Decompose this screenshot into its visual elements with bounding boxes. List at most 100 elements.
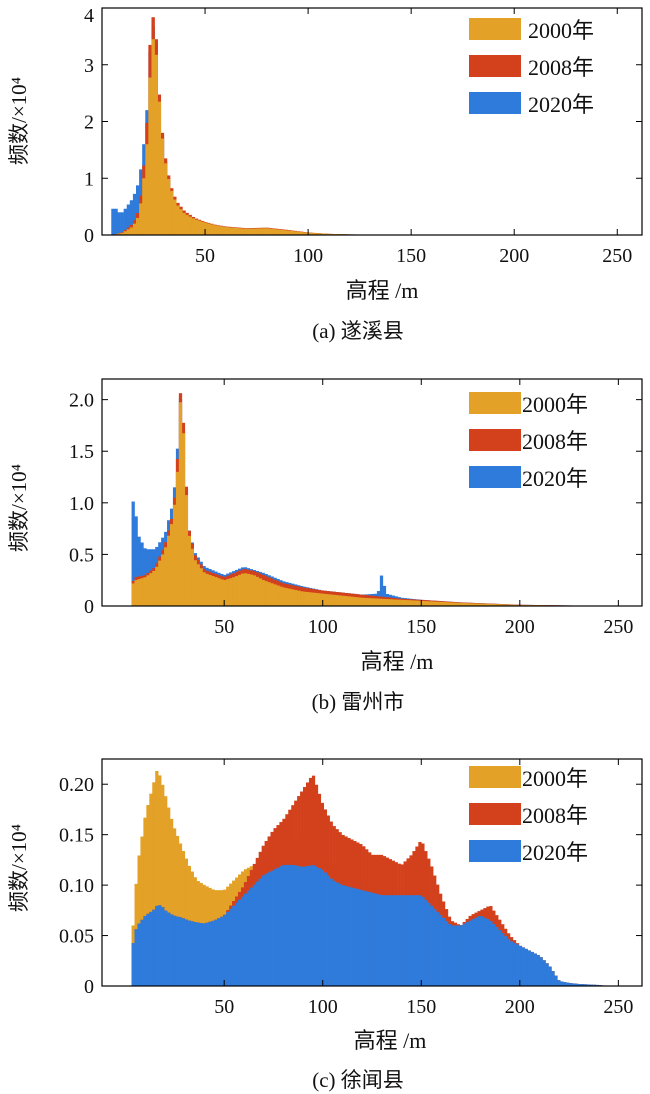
panel-c-bar	[143, 916, 147, 986]
panel-a-bar	[154, 54, 158, 235]
panel-a-bar	[191, 218, 196, 235]
panel-a-legend-swatch	[469, 92, 521, 114]
panel-b-bar	[134, 516, 138, 606]
panel-b-bar	[507, 604, 511, 606]
panel-b-bar	[412, 600, 416, 606]
panel-a-bar	[309, 232, 313, 235]
panel-b-legend: 2000年 2008年 2020年	[469, 392, 588, 491]
panel-c-bar	[486, 919, 490, 986]
panel-a-bar	[312, 233, 316, 235]
panel-b-bar	[338, 595, 342, 606]
panel-a-bar	[284, 230, 288, 235]
panel-c-bar	[258, 878, 262, 986]
panel-a-bar	[136, 185, 140, 235]
panel-c-bar	[362, 890, 366, 986]
panel-b-bar	[323, 593, 327, 606]
panel-a-bar	[182, 212, 186, 235]
panel-b-bar	[459, 602, 463, 606]
panel-b-bar	[504, 604, 508, 606]
panel-b-bar	[243, 573, 248, 606]
panel-a-bar	[268, 228, 273, 235]
panel-c-bar	[509, 941, 514, 986]
panel-b-bar	[199, 568, 203, 606]
panel-b-bar	[403, 599, 407, 606]
panel-c-bar	[232, 905, 236, 986]
panel-a-bar	[231, 227, 236, 235]
panel-c-bar	[243, 893, 248, 986]
panel-c-bar	[450, 925, 455, 986]
panel-b-bar	[252, 575, 257, 606]
panel-c-bar	[235, 902, 239, 986]
panel-c-bar	[394, 895, 398, 986]
panel-c-bar	[226, 911, 230, 986]
panel-c-bar	[175, 835, 180, 986]
panel-a-bar	[166, 178, 171, 235]
panel-a-xtick-label: 250	[602, 245, 632, 267]
panel-c-bar	[223, 914, 227, 986]
panel-c-bar	[433, 908, 437, 986]
panel-b-bar	[184, 495, 189, 606]
panel-a-xtick-label: 150	[396, 245, 426, 267]
panel-c-bar	[586, 984, 591, 986]
panel-b-bar	[193, 560, 197, 606]
panel-b-bar	[329, 594, 333, 606]
panel-a-bar	[120, 212, 124, 235]
panel-a-bar	[315, 233, 319, 235]
panel-c-legend-label: 2020年	[522, 840, 588, 865]
panel-a-x-ticks: 50 100 150 200 250	[195, 8, 632, 267]
panel-b-bar	[229, 578, 233, 606]
panel-b-bar	[486, 603, 490, 606]
panel-c-bar	[512, 942, 517, 986]
panel-c-bar	[285, 864, 289, 986]
panel-b-bar	[391, 599, 395, 606]
panel-c-bar	[368, 892, 372, 986]
panel-c-bar	[158, 905, 162, 986]
panel-a-bar	[151, 39, 155, 236]
panel-b-bar	[498, 604, 502, 606]
panel-b-bar	[146, 575, 150, 606]
panel-b-legend-label: 2000年	[522, 392, 588, 417]
panel-b-bar	[453, 602, 458, 606]
panel-c-bar	[199, 923, 203, 986]
panel-c-bar	[542, 960, 546, 986]
panel-b-frame	[101, 378, 643, 607]
panel-b-bar	[427, 601, 431, 606]
panel-b-bar	[217, 578, 221, 606]
panel-c-bar	[187, 920, 191, 986]
panel-c-bar	[580, 984, 585, 986]
panel-b-bar	[480, 603, 484, 606]
panel-b-bar	[332, 594, 336, 606]
panel-c-bar	[539, 957, 543, 986]
panel-a-bar	[302, 232, 307, 235]
panel-a-xlabel: 高程 /m	[346, 278, 419, 303]
panel-c-bar	[566, 982, 570, 986]
panel-b-bar	[483, 603, 487, 606]
panel-a-xtick-label: 200	[499, 245, 529, 267]
panel-c-bar	[453, 925, 458, 986]
panel-b-bar	[220, 579, 224, 606]
panel-a-bar	[219, 226, 223, 235]
panel-a-bar	[132, 193, 137, 235]
panel-b-bar	[294, 590, 298, 606]
panel-b-bar	[240, 573, 245, 606]
panel-c-bar	[465, 922, 469, 986]
panel-c-bar	[554, 975, 558, 986]
panel-a-ytick-label: 4	[84, 5, 94, 27]
panel-b-bar	[282, 587, 286, 606]
panel-c-bar	[178, 843, 183, 986]
panel-c-bar	[211, 920, 215, 986]
panel-b-bar	[456, 602, 460, 606]
panel-c-bar	[572, 983, 576, 986]
panel-b-ytick-label: 2.0	[69, 390, 94, 412]
panel-a-bar	[287, 230, 291, 235]
panel-c-bar	[365, 891, 369, 986]
panel-c-bar	[474, 917, 478, 986]
panel-b-legend-label: 2020年	[522, 466, 588, 491]
panel-a-y-ticks: 0 1 2 3 4	[84, 5, 642, 247]
panel-a-bar	[324, 233, 328, 235]
panel-c-bar	[489, 920, 493, 986]
panel-b-bar	[468, 603, 472, 606]
panel-c-ytick-label: 0.15	[59, 825, 94, 847]
panel-c-bar	[560, 981, 564, 986]
panel-b-bar	[462, 603, 466, 606]
